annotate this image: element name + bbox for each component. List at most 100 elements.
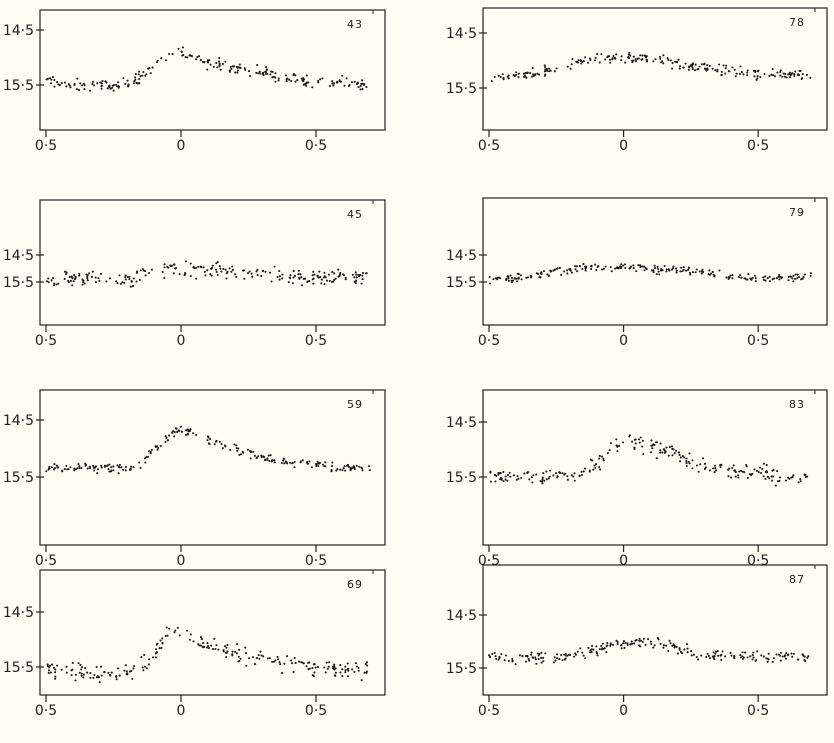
data-point bbox=[609, 61, 612, 64]
data-point bbox=[616, 450, 619, 453]
data-point bbox=[46, 663, 49, 666]
data-point bbox=[657, 270, 660, 273]
data-point bbox=[595, 268, 598, 272]
data-point bbox=[100, 272, 103, 275]
data-point bbox=[320, 282, 323, 285]
data-point bbox=[231, 650, 234, 653]
data-point bbox=[238, 66, 241, 69]
data-point bbox=[235, 447, 238, 450]
data-point bbox=[274, 659, 277, 662]
data-point bbox=[534, 658, 537, 661]
data-point bbox=[746, 74, 749, 77]
data-point bbox=[792, 474, 795, 477]
data-point bbox=[184, 433, 188, 436]
data-point bbox=[124, 469, 127, 472]
data-point bbox=[637, 264, 640, 267]
data-point bbox=[706, 64, 709, 67]
data-point bbox=[787, 279, 790, 282]
data-point bbox=[54, 671, 57, 674]
data-point bbox=[510, 279, 513, 282]
data-point bbox=[685, 462, 688, 465]
data-point bbox=[335, 469, 338, 472]
data-point bbox=[149, 72, 152, 75]
data-point bbox=[578, 265, 581, 268]
data-point bbox=[96, 468, 100, 471]
data-point bbox=[661, 60, 664, 63]
data-point bbox=[695, 655, 698, 659]
data-point bbox=[558, 658, 561, 661]
data-point bbox=[768, 477, 771, 480]
data-point bbox=[186, 629, 189, 632]
data-point bbox=[262, 655, 265, 658]
data-point bbox=[119, 282, 122, 285]
data-point bbox=[211, 264, 214, 267]
data-point bbox=[772, 468, 775, 472]
data-point bbox=[496, 278, 499, 281]
data-point bbox=[300, 77, 303, 80]
data-point bbox=[159, 444, 162, 448]
data-point bbox=[762, 655, 765, 658]
data-point bbox=[784, 479, 788, 482]
data-point bbox=[731, 66, 734, 69]
data-point bbox=[342, 274, 345, 277]
data-point bbox=[317, 81, 320, 84]
data-point bbox=[746, 69, 749, 72]
data-point bbox=[110, 671, 113, 674]
data-point bbox=[296, 79, 299, 82]
data-point bbox=[643, 269, 646, 272]
data-point bbox=[566, 478, 569, 481]
data-point bbox=[612, 643, 615, 647]
data-point bbox=[47, 669, 50, 672]
data-point bbox=[718, 269, 721, 272]
data-point bbox=[338, 274, 341, 277]
data-point bbox=[65, 464, 68, 467]
data-point bbox=[249, 74, 252, 78]
data-point bbox=[654, 267, 657, 270]
data-point bbox=[560, 653, 563, 657]
data-point bbox=[661, 451, 664, 454]
data-point bbox=[632, 264, 635, 267]
data-point bbox=[714, 69, 717, 72]
data-point bbox=[669, 642, 672, 645]
data-point bbox=[257, 654, 260, 657]
data-point bbox=[68, 84, 71, 87]
data-point bbox=[161, 642, 164, 645]
data-point bbox=[330, 470, 333, 473]
data-point bbox=[198, 644, 201, 647]
data-point bbox=[268, 657, 271, 660]
data-point bbox=[732, 464, 735, 467]
data-point bbox=[530, 75, 534, 78]
data-point bbox=[522, 72, 525, 75]
data-point bbox=[249, 450, 252, 453]
data-point bbox=[576, 270, 579, 273]
data-point bbox=[222, 650, 225, 653]
data-point bbox=[628, 434, 631, 437]
data-point bbox=[65, 85, 68, 88]
data-point bbox=[108, 673, 111, 676]
data-point bbox=[686, 647, 689, 650]
data-point bbox=[78, 272, 81, 275]
panel-label: 87 bbox=[789, 573, 805, 586]
data-point bbox=[80, 668, 83, 671]
data-point bbox=[353, 466, 356, 469]
data-point bbox=[670, 445, 674, 448]
data-point bbox=[269, 73, 272, 76]
data-point bbox=[697, 67, 700, 71]
data-point bbox=[316, 275, 319, 278]
data-point bbox=[194, 58, 198, 61]
data-point bbox=[638, 441, 641, 444]
data-point bbox=[161, 637, 164, 640]
data-point bbox=[344, 665, 347, 668]
data-point bbox=[737, 474, 740, 477]
data-point bbox=[277, 77, 280, 80]
data-point bbox=[495, 657, 498, 660]
data-point bbox=[663, 264, 666, 268]
data-point bbox=[673, 452, 676, 455]
data-point bbox=[570, 474, 573, 477]
data-point bbox=[144, 270, 147, 273]
data-point bbox=[83, 88, 86, 91]
data-point bbox=[801, 73, 804, 76]
data-point bbox=[168, 52, 171, 56]
data-point bbox=[703, 62, 706, 65]
data-point bbox=[509, 274, 512, 277]
